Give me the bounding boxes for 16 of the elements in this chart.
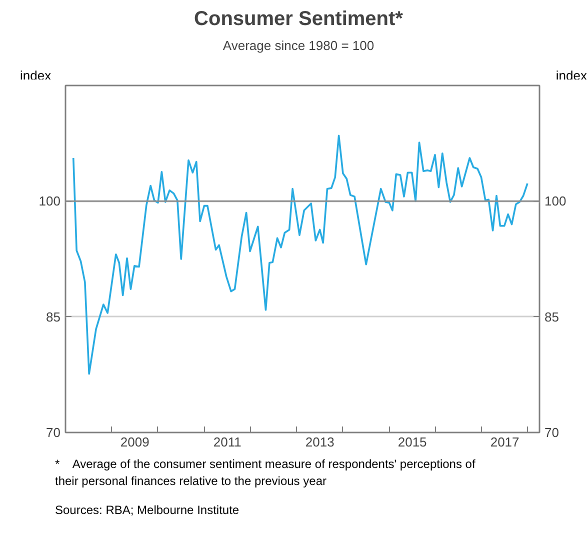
x-tick-label: 2013 (305, 434, 334, 450)
y-tick-label: 70 (46, 425, 61, 440)
y2-tick-label: 100 (544, 194, 566, 209)
y-tick-label: 100 (38, 194, 61, 209)
x-tick-label: 2009 (120, 434, 150, 450)
line-series (72, 134, 528, 375)
chart-subtitle: Average since 1980 = 100 (222, 36, 374, 55)
x-tick-label: 2015 (398, 434, 427, 450)
y-tick-label: 85 (46, 309, 61, 324)
chart-title: Consumer Sentiment* (194, 7, 403, 32)
x-tick-label: 2011 (213, 434, 242, 450)
y2-tick-label: 85 (544, 309, 559, 324)
y2-tick-label: 70 (544, 425, 559, 440)
x-tick-label: 2017 (490, 434, 520, 450)
source-note: Sources: RBA; Melbourne Institute (55, 502, 240, 520)
text: * Average of the consumer sentiment measure of respondents' perceptions of their personal finances relative to the previous year (55, 456, 476, 490)
